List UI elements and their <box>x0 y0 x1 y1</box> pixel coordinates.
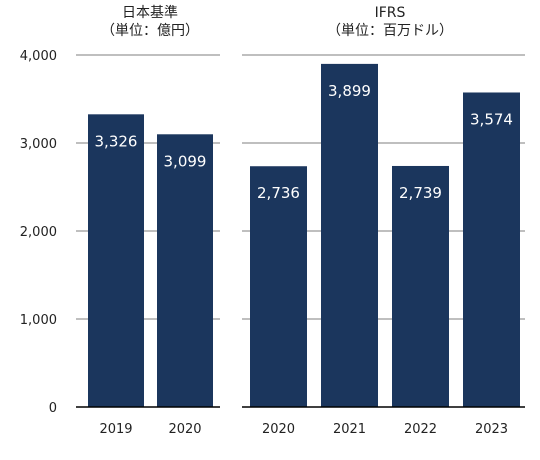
data-label: 3,099 <box>164 152 207 170</box>
y-tick-label: 4,000 <box>20 49 57 64</box>
group-title-japan-gaap: 日本基準 （単位：億円） <box>70 4 230 40</box>
data-label: 2,736 <box>257 184 300 202</box>
group-title-ifrs: IFRS （単位：百万ドル） <box>300 4 480 40</box>
y-tick-label: 3,000 <box>20 137 57 152</box>
data-label: 3,326 <box>95 132 138 150</box>
data-label: 3,574 <box>470 110 513 128</box>
bar <box>392 165 449 407</box>
x-tick-label: 2020 <box>262 422 295 437</box>
x-tick-label: 2020 <box>168 422 201 437</box>
group-title-ifrs-line1: IFRS <box>374 5 406 21</box>
y-tick-label: 0 <box>49 401 57 416</box>
group-title-ifrs-line2: （単位：百万ドル） <box>327 23 453 39</box>
data-label: 2,739 <box>399 184 442 202</box>
bar <box>157 134 213 407</box>
group-title-japan-gaap-line1: 日本基準 <box>122 5 178 21</box>
x-tick-label: 2022 <box>404 422 437 437</box>
bar <box>321 63 378 407</box>
group-title-japan-gaap-line2: （単位：億円） <box>101 23 199 39</box>
x-tick-label: 2019 <box>99 422 132 437</box>
data-label: 3,899 <box>328 82 371 100</box>
bar <box>463 92 520 407</box>
x-tick-label: 2023 <box>475 422 508 437</box>
bar <box>88 114 144 407</box>
bar <box>250 166 307 407</box>
y-tick-label: 2,000 <box>20 225 57 240</box>
y-tick-label: 1,000 <box>20 313 57 328</box>
x-tick-label: 2021 <box>333 422 366 437</box>
